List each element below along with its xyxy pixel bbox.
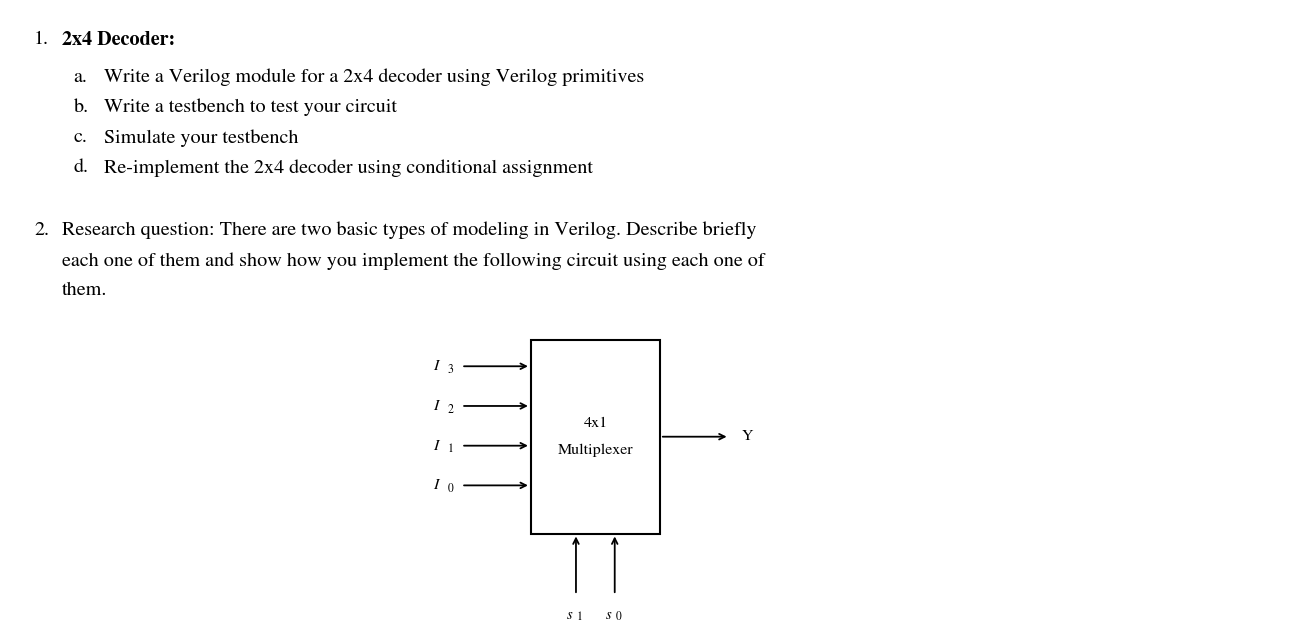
Text: s: s — [567, 608, 573, 623]
Text: Y: Y — [742, 430, 752, 444]
Text: 0: 0 — [447, 483, 453, 495]
Text: c.: c. — [74, 129, 88, 146]
Text: 1: 1 — [447, 444, 453, 456]
Text: Simulate your testbench: Simulate your testbench — [104, 129, 298, 147]
Text: Multiplexer: Multiplexer — [558, 443, 633, 457]
Text: 2x4 Decoder:: 2x4 Decoder: — [62, 31, 175, 49]
Text: Research question: There are two basic types of modeling in Verilog. Describe br: Research question: There are two basic t… — [62, 222, 756, 239]
Text: I: I — [433, 439, 438, 453]
Text: I: I — [433, 479, 438, 492]
Text: Re-implement the 2x4 decoder using conditional assignment: Re-implement the 2x4 decoder using condi… — [104, 159, 593, 177]
Text: Write a testbench to test your circuit: Write a testbench to test your circuit — [104, 99, 397, 116]
Text: 1.: 1. — [34, 31, 49, 48]
Text: I: I — [433, 359, 438, 373]
Text: b.: b. — [74, 99, 88, 116]
Text: 0: 0 — [616, 611, 621, 623]
Text: 4x1: 4x1 — [584, 417, 607, 430]
Text: 2.: 2. — [34, 222, 49, 239]
Text: I: I — [433, 399, 438, 413]
Text: a.: a. — [74, 69, 88, 85]
Text: Write a Verilog module for a 2x4 decoder using Verilog primitives: Write a Verilog module for a 2x4 decoder… — [104, 69, 643, 86]
Text: 1: 1 — [577, 611, 582, 623]
Text: 3: 3 — [447, 364, 453, 376]
Text: d.: d. — [74, 159, 88, 177]
Text: them.: them. — [62, 282, 108, 300]
Text: 2: 2 — [447, 404, 453, 416]
Text: s: s — [606, 608, 612, 623]
Bar — [530, 340, 660, 534]
Text: each one of them and show how you implement the following circuit using each one: each one of them and show how you implem… — [62, 252, 764, 270]
